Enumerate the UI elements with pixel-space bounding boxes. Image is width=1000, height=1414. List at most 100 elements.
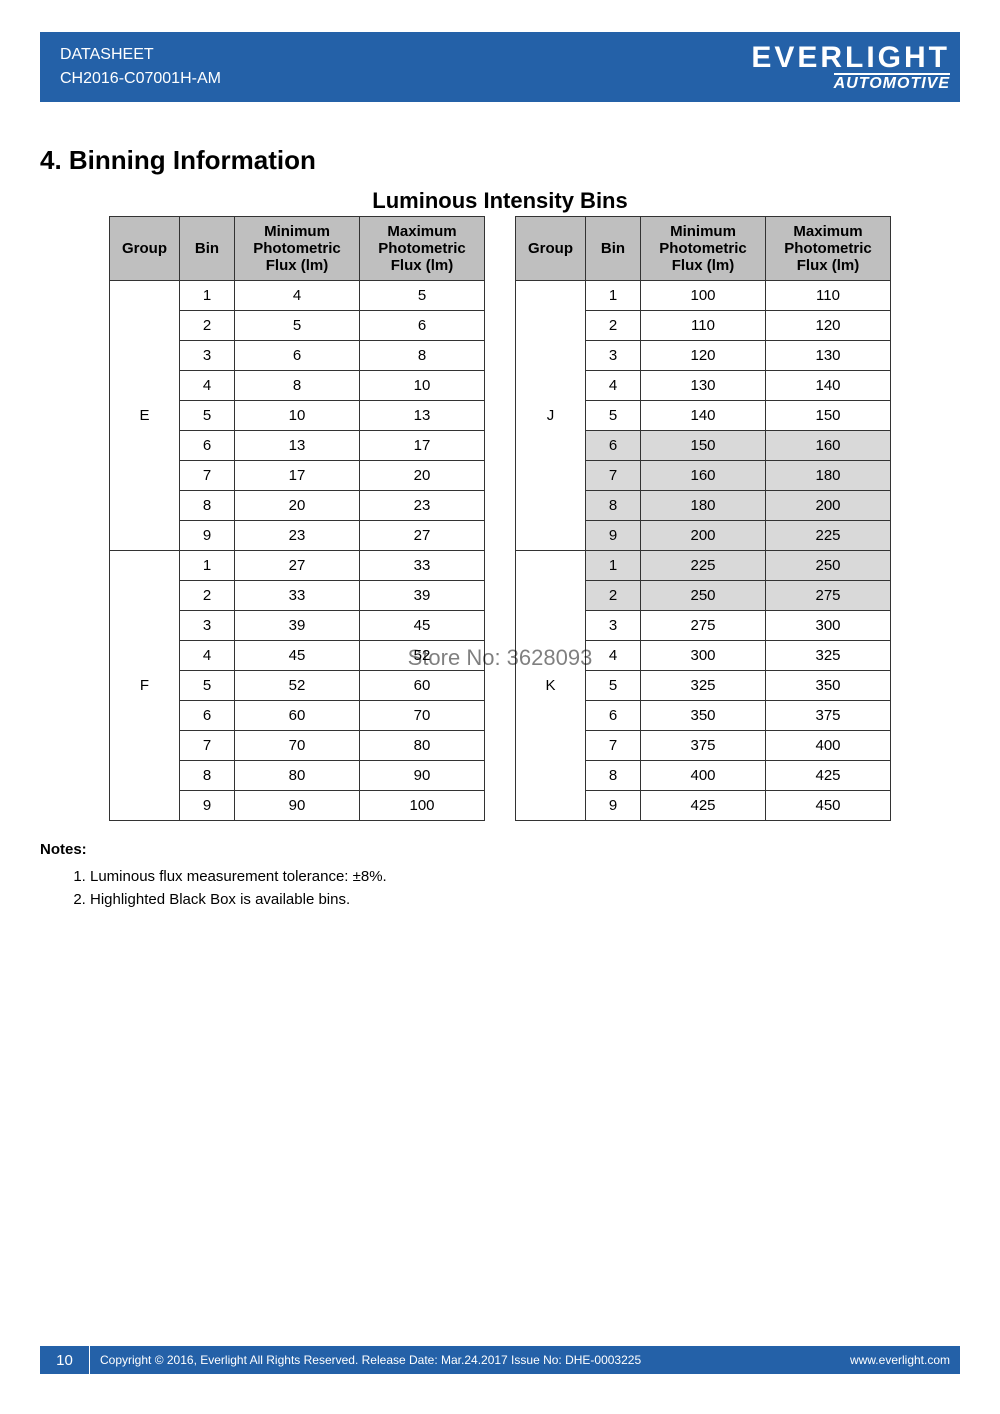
section-title: 4. Binning Information	[40, 145, 960, 176]
header-right: EVERLIGHT AUTOMOTIVE	[751, 41, 950, 93]
cell-min: 45	[235, 641, 360, 671]
cell-bin: 2	[586, 311, 641, 341]
cell-max: 225	[766, 521, 891, 551]
cell-min: 60	[235, 701, 360, 731]
footer-bar: 10 Copyright © 2016, Everlight All Right…	[40, 1346, 960, 1374]
cell-max: 325	[766, 641, 891, 671]
group-cell: K	[516, 551, 586, 821]
cell-bin: 1	[180, 551, 235, 581]
cell-bin: 9	[180, 521, 235, 551]
cell-bin: 6	[586, 701, 641, 731]
cell-min: 90	[235, 791, 360, 821]
cell-max: 45	[360, 611, 485, 641]
cell-max: 450	[766, 791, 891, 821]
cell-bin: 9	[586, 791, 641, 821]
cell-max: 80	[360, 731, 485, 761]
cell-max: 100	[360, 791, 485, 821]
part-number: CH2016-C07001H-AM	[60, 67, 221, 91]
bins-table-right: GroupBinMinimum Photometric Flux (lm)Max…	[515, 216, 891, 821]
cell-min: 130	[641, 371, 766, 401]
cell-min: 425	[641, 791, 766, 821]
cell-max: 275	[766, 581, 891, 611]
cell-max: 5	[360, 281, 485, 311]
cell-max: 300	[766, 611, 891, 641]
cell-max: 13	[360, 401, 485, 431]
header-bar: DATASHEET CH2016-C07001H-AM EVERLIGHT AU…	[40, 32, 960, 102]
cell-max: 400	[766, 731, 891, 761]
cell-min: 5	[235, 311, 360, 341]
bins-table-left: GroupBinMinimum Photometric Flux (lm)Max…	[109, 216, 485, 821]
cell-min: 400	[641, 761, 766, 791]
cell-bin: 9	[586, 521, 641, 551]
cell-max: 150	[766, 401, 891, 431]
cell-bin: 6	[180, 431, 235, 461]
col-header-min: Minimum Photometric Flux (lm)	[641, 217, 766, 281]
cell-min: 6	[235, 341, 360, 371]
cell-bin: 8	[586, 761, 641, 791]
cell-bin: 7	[180, 461, 235, 491]
cell-bin: 8	[180, 491, 235, 521]
tables-wrap: GroupBinMinimum Photometric Flux (lm)Max…	[40, 216, 960, 821]
cell-bin: 4	[586, 371, 641, 401]
cell-min: 20	[235, 491, 360, 521]
cell-bin: 5	[180, 401, 235, 431]
cell-bin: 2	[180, 311, 235, 341]
group-cell: F	[110, 551, 180, 821]
cell-min: 225	[641, 551, 766, 581]
col-header-bin: Bin	[586, 217, 641, 281]
cell-min: 27	[235, 551, 360, 581]
cell-max: 425	[766, 761, 891, 791]
cell-max: 180	[766, 461, 891, 491]
cell-min: 80	[235, 761, 360, 791]
cell-bin: 1	[586, 281, 641, 311]
footer-copyright: Copyright © 2016, Everlight All Rights R…	[96, 1353, 850, 1367]
cell-bin: 7	[180, 731, 235, 761]
cell-min: 17	[235, 461, 360, 491]
cell-bin: 4	[180, 371, 235, 401]
cell-min: 39	[235, 611, 360, 641]
cell-min: 10	[235, 401, 360, 431]
cell-bin: 7	[586, 461, 641, 491]
brand-subtitle: AUTOMOTIVE	[834, 73, 950, 93]
cell-min: 4	[235, 281, 360, 311]
cell-bin: 6	[180, 701, 235, 731]
cell-min: 13	[235, 431, 360, 461]
cell-min: 150	[641, 431, 766, 461]
table-title: Luminous Intensity Bins	[40, 188, 960, 214]
cell-max: 160	[766, 431, 891, 461]
table-row: J1100110	[516, 281, 891, 311]
cell-max: 90	[360, 761, 485, 791]
note-item: Highlighted Black Box is available bins.	[90, 891, 960, 908]
cell-bin: 7	[586, 731, 641, 761]
cell-bin: 8	[586, 491, 641, 521]
cell-max: 250	[766, 551, 891, 581]
cell-min: 8	[235, 371, 360, 401]
cell-min: 70	[235, 731, 360, 761]
cell-max: 39	[360, 581, 485, 611]
cell-bin: 5	[180, 671, 235, 701]
table-row: F12733	[110, 551, 485, 581]
col-header-max: Maximum Photometric Flux (lm)	[360, 217, 485, 281]
cell-bin: 3	[180, 611, 235, 641]
cell-min: 350	[641, 701, 766, 731]
cell-max: 375	[766, 701, 891, 731]
cell-max: 23	[360, 491, 485, 521]
cell-bin: 9	[180, 791, 235, 821]
footer-url: www.everlight.com	[850, 1353, 960, 1367]
notes-title: Notes:	[40, 841, 960, 858]
cell-min: 300	[641, 641, 766, 671]
cell-bin: 1	[180, 281, 235, 311]
cell-min: 250	[641, 581, 766, 611]
doc-type: DATASHEET	[60, 43, 221, 67]
cell-max: 60	[360, 671, 485, 701]
cell-max: 10	[360, 371, 485, 401]
note-item: Luminous flux measurement tolerance: ±8%…	[90, 868, 960, 885]
cell-bin: 2	[180, 581, 235, 611]
brand-name: EVERLIGHT	[751, 41, 950, 75]
cell-bin: 4	[586, 641, 641, 671]
cell-bin: 3	[586, 611, 641, 641]
cell-max: 52	[360, 641, 485, 671]
cell-min: 100	[641, 281, 766, 311]
cell-max: 140	[766, 371, 891, 401]
col-header-max: Maximum Photometric Flux (lm)	[766, 217, 891, 281]
